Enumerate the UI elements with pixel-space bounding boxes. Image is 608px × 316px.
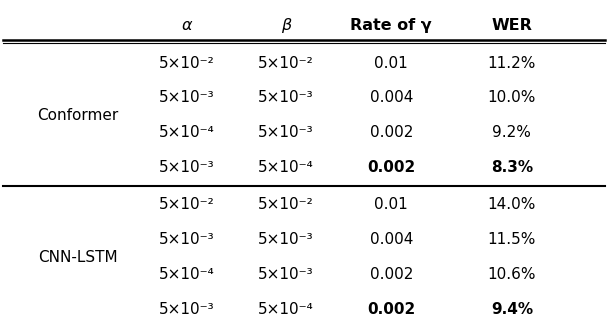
Text: 5×10⁻³: 5×10⁻³ [258,267,314,282]
Text: CNN-LSTM: CNN-LSTM [38,250,118,264]
Text: 8.3%: 8.3% [491,160,533,175]
Text: 0.01: 0.01 [375,56,408,70]
Text: 5×10⁻³: 5×10⁻³ [159,90,215,105]
Text: 5×10⁻²: 5×10⁻² [159,198,215,212]
Text: α: α [181,18,192,33]
Text: 0.01: 0.01 [375,198,408,212]
Text: 5×10⁻⁴: 5×10⁻⁴ [258,160,314,175]
Text: 5×10⁻³: 5×10⁻³ [159,302,215,316]
Text: 0.004: 0.004 [370,232,413,247]
Text: 5×10⁻³: 5×10⁻³ [258,90,314,105]
Text: 0.002: 0.002 [367,160,415,175]
Text: Conformer: Conformer [38,108,119,123]
Text: 11.5%: 11.5% [488,232,536,247]
Text: 9.2%: 9.2% [492,125,531,140]
Text: β: β [281,18,291,33]
Text: 11.2%: 11.2% [488,56,536,70]
Text: 10.6%: 10.6% [488,267,536,282]
Text: 5×10⁻³: 5×10⁻³ [159,232,215,247]
Text: 5×10⁻²: 5×10⁻² [258,198,314,212]
Text: 9.4%: 9.4% [491,302,533,316]
Text: 0.002: 0.002 [370,267,413,282]
Text: 5×10⁻²: 5×10⁻² [258,56,314,70]
Text: 5×10⁻³: 5×10⁻³ [258,232,314,247]
Text: Rate of γ: Rate of γ [350,18,432,33]
Text: 5×10⁻³: 5×10⁻³ [159,160,215,175]
Text: 5×10⁻²: 5×10⁻² [159,56,215,70]
Text: 14.0%: 14.0% [488,198,536,212]
Text: WER: WER [491,18,532,33]
Text: 5×10⁻⁴: 5×10⁻⁴ [159,267,215,282]
Text: 0.002: 0.002 [367,302,415,316]
Text: 5×10⁻⁴: 5×10⁻⁴ [159,125,215,140]
Text: 0.004: 0.004 [370,90,413,105]
Text: 0.002: 0.002 [370,125,413,140]
Text: 10.0%: 10.0% [488,90,536,105]
Text: 5×10⁻³: 5×10⁻³ [258,125,314,140]
Text: 5×10⁻⁴: 5×10⁻⁴ [258,302,314,316]
